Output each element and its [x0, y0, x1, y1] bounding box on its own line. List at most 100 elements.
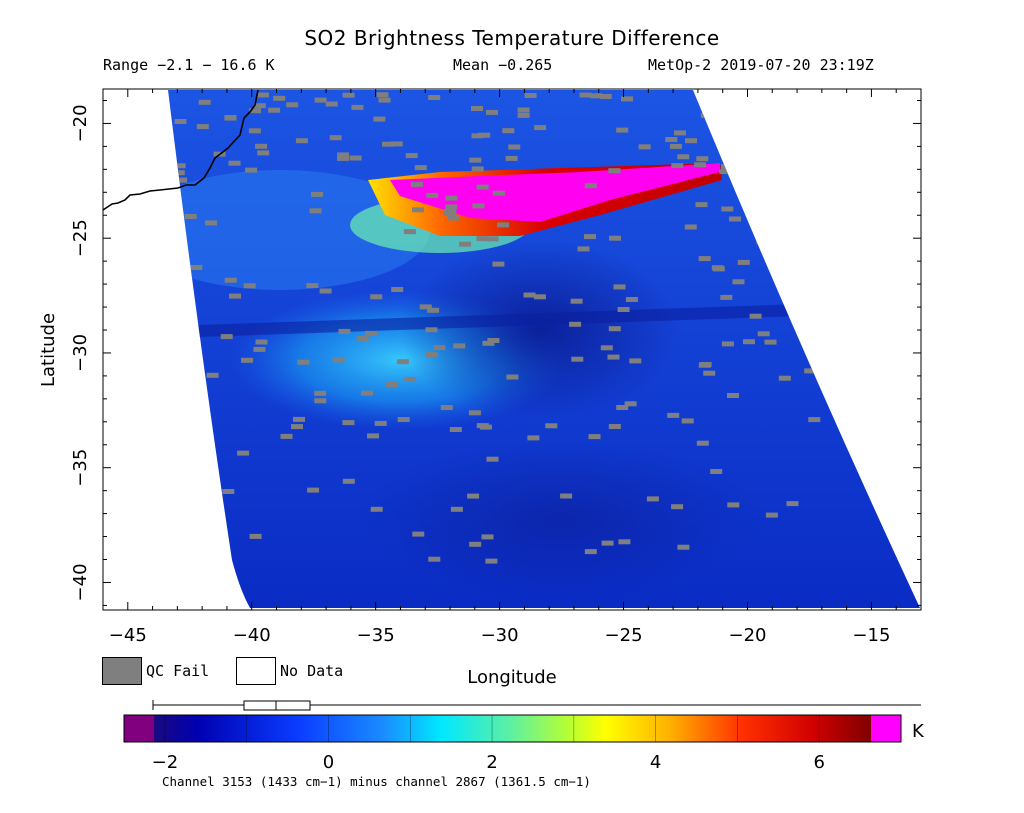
- qc-fail-pixel: [311, 191, 324, 197]
- qc-fail-pixel: [577, 246, 590, 252]
- qc-fail-pixel: [487, 338, 500, 343]
- x-tick-label: −35: [357, 625, 395, 646]
- qc-fail-pixel: [440, 405, 453, 410]
- qc-fail-pixel: [412, 207, 424, 213]
- upper-left-band: [168, 170, 430, 290]
- qc-fail-pixel: [671, 163, 684, 169]
- qc-fail-pixel: [338, 328, 351, 334]
- qc-fail-pixel: [426, 192, 439, 198]
- qc-fail-pixel: [798, 316, 811, 322]
- qc-fail-pixel: [425, 327, 438, 333]
- qc-fail-pixel: [249, 108, 261, 114]
- qc-fail-pixel: [624, 401, 637, 407]
- qc-fail-pixel: [337, 155, 349, 161]
- qc-fail-pixel: [445, 204, 458, 210]
- qc-fail-pixel: [749, 313, 762, 319]
- qc-fail-pixel: [471, 166, 484, 172]
- qc-fail-pixel: [397, 417, 410, 422]
- qc-fail-pixel: [268, 107, 281, 113]
- qc-fail-pixel: [698, 362, 711, 368]
- qc-fail-pixel: [293, 416, 305, 422]
- qc-fail-pixel: [737, 111, 750, 117]
- qc-fail-pixel: [712, 266, 725, 272]
- dark-region-south: [360, 440, 760, 600]
- colorbar-under: [124, 715, 154, 742]
- qc-fail-pixel: [793, 289, 806, 295]
- qc-fail-pixel: [721, 341, 734, 347]
- qc-fail-pixel: [396, 359, 409, 365]
- qc-fail-pixel: [443, 210, 456, 216]
- qc-fail-pixel: [524, 93, 537, 98]
- coastline: [102, 89, 259, 211]
- qc-fail-pixel: [373, 116, 386, 122]
- colorbar-tick-label: 6: [813, 752, 824, 773]
- qc-fail-pixel: [445, 195, 458, 201]
- qc-fail-pixel: [314, 97, 327, 103]
- qc-fail-pixel: [804, 95, 817, 101]
- qc-fail-pixel: [307, 487, 320, 493]
- qc-fail-pixel: [492, 261, 505, 267]
- qc-fail-pixel: [403, 229, 416, 235]
- qc-fail-pixel: [471, 106, 483, 111]
- qc-fail-pixel: [255, 143, 268, 149]
- qc-fail-pixel: [608, 326, 621, 332]
- qc-fail-pixel: [449, 427, 462, 432]
- qc-fail-pixel: [428, 556, 441, 562]
- qc-fail-pixel: [600, 345, 613, 351]
- qc-fail-pixel: [527, 435, 540, 441]
- qc-fail-pixel: [506, 374, 519, 380]
- qc-fail-pixel: [492, 190, 505, 196]
- x-tick-label: −30: [481, 625, 519, 646]
- qc-fail-pixel: [769, 200, 782, 206]
- qc-fail-pixel: [534, 125, 547, 131]
- y-tick-label: −25: [70, 219, 91, 257]
- qc-fail-pixel: [376, 92, 389, 98]
- qc-fail-pixel: [601, 540, 614, 546]
- qc-fail-pixel: [599, 94, 612, 99]
- qc-fail-pixel: [613, 284, 626, 290]
- qc-fail-pixel: [172, 170, 185, 176]
- qc-fail-pixel: [479, 424, 492, 430]
- qc-fail-pixel: [774, 208, 787, 214]
- qc-fail-pixel: [756, 239, 769, 245]
- qc-fail-pixel: [486, 236, 499, 242]
- qc-fail-pixel: [807, 317, 820, 323]
- qc-fail-pixel: [786, 501, 799, 507]
- qc-fail-pixel: [710, 469, 723, 474]
- qc-fail-pixel: [370, 294, 383, 300]
- qc-fail-pixel: [743, 339, 755, 345]
- qc-fail-pixel: [378, 97, 391, 103]
- qc-fail-pixel: [780, 158, 793, 164]
- qc-fail-pixel: [190, 543, 203, 549]
- dark-stripe: [168, 303, 820, 340]
- qc-fail-pixel: [356, 335, 369, 341]
- qc-fail-pixel: [570, 298, 583, 304]
- qc-fail-pixel: [785, 181, 798, 186]
- qc-fail-pixel: [808, 417, 821, 423]
- qc-fail-pixel: [256, 92, 269, 98]
- qc-fail-pixel: [569, 321, 582, 327]
- qc-fail-pixel: [533, 294, 546, 300]
- colorbar-tick-label: 2: [486, 752, 497, 773]
- qc-fail-pixel: [737, 259, 750, 265]
- qc-fail-pixel: [229, 293, 241, 299]
- qc-fail-pixel: [220, 334, 233, 340]
- qc-fail-pixel: [286, 102, 299, 108]
- dark-region: [400, 240, 680, 420]
- qc-fail-pixel: [427, 307, 440, 313]
- x-axis-label: Longitude: [467, 667, 557, 688]
- qc-fail-pixel: [616, 127, 629, 133]
- qc-fail-pixel: [735, 120, 748, 126]
- plot-frame: [102, 88, 922, 611]
- qc-fail-pixel: [485, 558, 498, 564]
- qc-fail-pixel: [314, 390, 327, 396]
- qc-fail-pixel: [198, 99, 211, 105]
- qc-fail-pixel: [695, 202, 708, 208]
- no-data-swatch: [236, 657, 276, 685]
- qc-fail-pixel: [467, 493, 480, 499]
- qc-fail-pixel: [617, 307, 630, 312]
- y-axis-label: Latitude: [38, 313, 59, 387]
- qc-fail-pixel: [224, 277, 237, 283]
- qc-fail-pixel: [621, 96, 633, 102]
- qc-fail-pixel: [433, 345, 446, 351]
